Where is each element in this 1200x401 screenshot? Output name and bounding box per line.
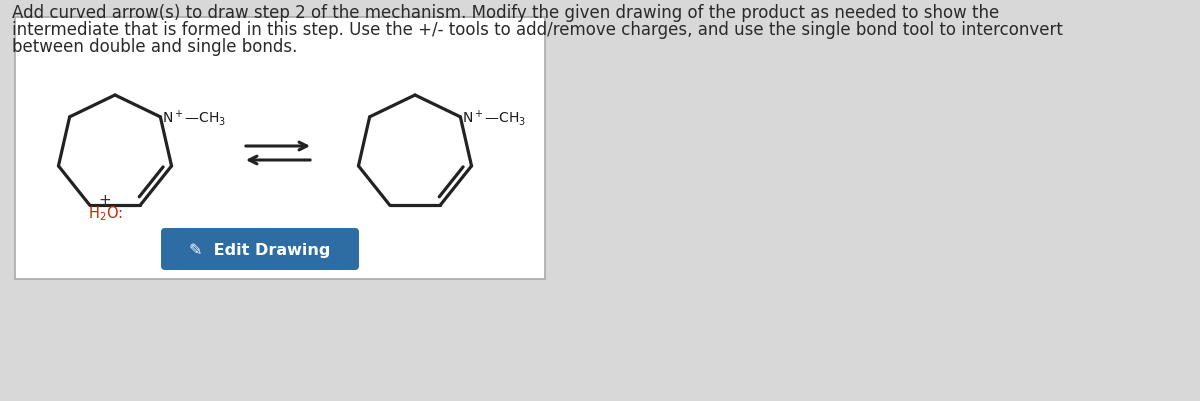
Text: intermediate that is formed in this step. Use the +/- tools to add/remove charge: intermediate that is formed in this step… bbox=[12, 21, 1063, 39]
Text: +: + bbox=[98, 193, 112, 208]
Text: between double and single bonds.: between double and single bonds. bbox=[12, 38, 298, 56]
Text: N$^+$—CH$_3$: N$^+$—CH$_3$ bbox=[162, 108, 227, 128]
Text: N$^+$—CH$_3$: N$^+$—CH$_3$ bbox=[462, 108, 527, 128]
FancyBboxPatch shape bbox=[16, 18, 545, 279]
Text: H$_2$O$\colon$: H$_2$O$\colon$ bbox=[88, 204, 122, 223]
FancyBboxPatch shape bbox=[161, 229, 359, 270]
Text: ✎  Edit Drawing: ✎ Edit Drawing bbox=[190, 242, 331, 257]
Text: Add curved arrow(s) to draw step 2 of the mechanism. Modify the given drawing of: Add curved arrow(s) to draw step 2 of th… bbox=[12, 4, 1000, 22]
